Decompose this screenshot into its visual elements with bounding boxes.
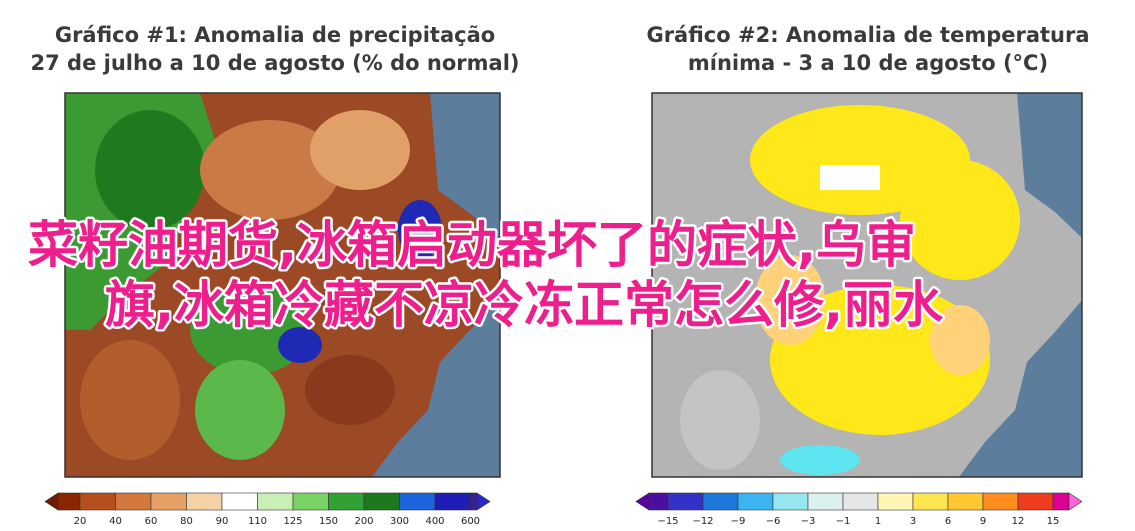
colorbar-label: 3 xyxy=(910,516,916,527)
colorbar-end xyxy=(635,492,650,511)
colorbar-swatch xyxy=(150,492,187,511)
colorbar-label: 400 xyxy=(425,516,444,527)
colorbar-swatch xyxy=(470,492,478,511)
colorbar-swatch xyxy=(328,492,365,511)
colorbar-label: −3 xyxy=(801,516,816,527)
colorbar-swatch xyxy=(292,492,329,511)
colorbar-swatch xyxy=(947,492,984,511)
colorbar-label: 1 xyxy=(875,516,881,527)
colorbar-label: 125 xyxy=(283,516,302,527)
colorbar-swatch xyxy=(912,492,949,511)
colorbar-label: 150 xyxy=(319,516,338,527)
panel-title: mínima - 3 a 10 de agosto (°C) xyxy=(688,51,1048,75)
overlay-text: 旗,冰箱冷藏不凉冷冻正常怎么修,丽水 xyxy=(105,276,944,334)
colorbar-swatch xyxy=(1017,492,1054,511)
colorbar-label: 90 xyxy=(216,516,229,527)
overlay-text: 菜籽油期货,冰箱启动器坏了的症状,乌审 xyxy=(28,216,916,274)
colorbar-label: 9 xyxy=(980,516,986,527)
colorbar-label: 15 xyxy=(1047,516,1060,527)
colorbar-swatch xyxy=(57,492,81,511)
colorbar-label: −12 xyxy=(692,516,713,527)
colorbar-label: 80 xyxy=(180,516,193,527)
colorbar-swatch xyxy=(702,492,739,511)
colorbar-swatch xyxy=(186,492,223,511)
colorbar-label: 60 xyxy=(145,516,158,527)
colorbar-swatch xyxy=(667,492,704,511)
temperature-map xyxy=(652,93,1082,477)
colorbar-end xyxy=(44,492,59,511)
colorbar-swatch xyxy=(363,492,400,511)
colorbar-end xyxy=(476,492,491,511)
colorbar-end xyxy=(1068,492,1083,511)
panel-title: Gráfico #1: Anomalia de precipitação xyxy=(55,23,495,47)
colorbar-swatch xyxy=(115,492,152,511)
colorbar-swatch xyxy=(79,492,116,511)
colorbar-swatch xyxy=(982,492,1019,511)
colorbar-swatch xyxy=(737,492,774,511)
colorbar-swatch xyxy=(807,492,844,511)
colorbar-swatch xyxy=(257,492,294,511)
colorbar-label: 6 xyxy=(945,516,951,527)
colorbar-swatch xyxy=(877,492,914,511)
colorbar-label: 200 xyxy=(354,516,373,527)
colorbar-label: −6 xyxy=(766,516,781,527)
colorbar-label: 40 xyxy=(109,516,122,527)
precipitation-map xyxy=(65,93,500,477)
colorbar-label: −15 xyxy=(657,516,678,527)
panel-title: Gráfico #2: Anomalia de temperatura xyxy=(646,23,1089,47)
colorbar-swatch xyxy=(1052,492,1070,511)
map-frame xyxy=(64,92,501,478)
colorbar-swatch xyxy=(221,492,258,511)
colorbar-label: −1 xyxy=(836,516,851,527)
colorbar-swatch xyxy=(648,492,669,511)
colorbar-label: 300 xyxy=(390,516,409,527)
map-frame xyxy=(651,92,1083,478)
colorbar-swatch xyxy=(434,492,471,511)
colorbar-label: 12 xyxy=(1012,516,1025,527)
colorbar-swatch xyxy=(772,492,809,511)
colorbar-label: 20 xyxy=(74,516,87,527)
colorbar-label: 600 xyxy=(461,516,480,527)
colorbar-swatch xyxy=(842,492,879,511)
colorbar-swatch xyxy=(399,492,436,511)
panel-title: 27 de julho a 10 de agosto (% do normal) xyxy=(31,51,520,75)
colorbar-label: 110 xyxy=(248,516,267,527)
colorbar-label: −9 xyxy=(731,516,746,527)
